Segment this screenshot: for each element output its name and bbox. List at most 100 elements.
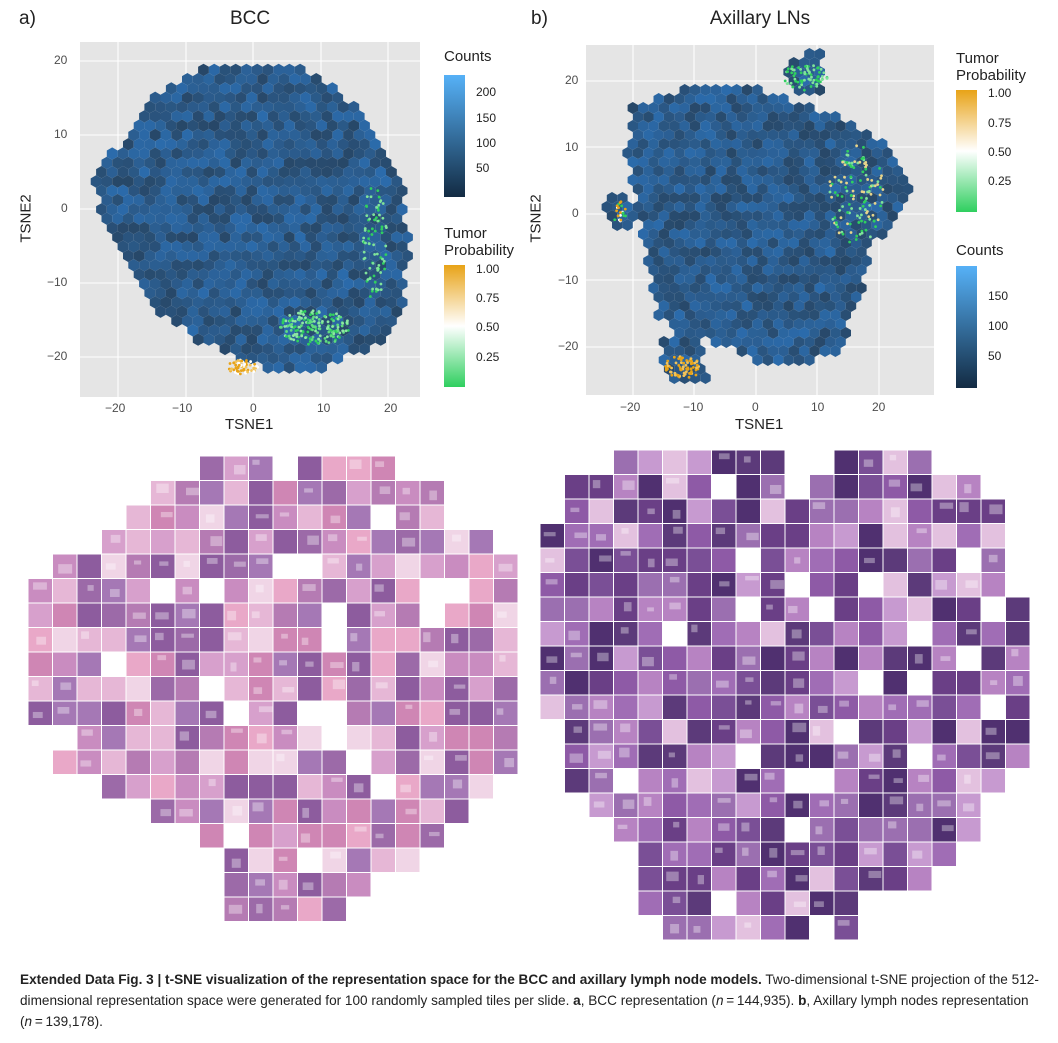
hexbin-cell — [648, 192, 659, 204]
hexbin-cell — [117, 203, 129, 216]
panel-b-x-tick: −10 — [683, 400, 704, 414]
tumor-point — [289, 337, 293, 341]
hexbin-cell — [251, 156, 263, 170]
histology-tile — [614, 450, 638, 474]
hexbin-cell — [230, 156, 242, 170]
hexbin-cell — [788, 345, 799, 357]
hexbin-cell — [700, 138, 711, 150]
hexbin-cell — [343, 110, 354, 123]
histology-tile — [736, 842, 760, 866]
tumor-point — [855, 234, 859, 238]
tile-texture — [985, 727, 997, 735]
tile-texture — [837, 920, 850, 926]
hexbin-cell — [348, 286, 360, 300]
hexbin-cell — [310, 277, 322, 290]
tumor-point — [829, 184, 833, 188]
histology-tile — [859, 744, 883, 768]
tile-texture — [256, 733, 267, 744]
histology-tile — [273, 775, 297, 799]
tumor-point — [785, 82, 789, 86]
histology-tile — [298, 579, 322, 603]
tumor-point — [297, 318, 301, 322]
histology-tile — [614, 524, 638, 548]
tile-texture — [673, 526, 683, 534]
hexbin-cell — [679, 138, 690, 150]
hexbin-cell — [117, 166, 129, 179]
tumor-point — [846, 149, 850, 153]
tumor-point — [812, 78, 816, 82]
hexbin-cell — [182, 203, 193, 216]
tile-texture — [937, 800, 951, 807]
histology-tile — [420, 505, 444, 529]
tumor-point — [245, 359, 248, 362]
tile-texture — [331, 777, 343, 782]
hexbin-cell — [284, 82, 295, 95]
tumor-point — [851, 189, 855, 193]
hexbin-cell — [208, 212, 220, 225]
histology-tile — [298, 554, 322, 578]
hexbin-cell — [289, 352, 301, 365]
bcc-tile-mosaic — [28, 456, 524, 942]
histology-tile — [273, 677, 297, 701]
tumor-point — [380, 225, 384, 229]
tile-texture — [134, 708, 143, 717]
hexbin-cell — [289, 91, 301, 104]
hexbin-cell — [830, 291, 841, 303]
hexbin-cell — [214, 296, 225, 309]
hexbin-cell — [257, 314, 268, 328]
hexbin-cell — [757, 273, 768, 285]
hexbin-cell — [679, 210, 690, 222]
tumor-point — [669, 370, 673, 374]
hexbin-cell — [830, 309, 841, 321]
histology-tile — [249, 652, 273, 676]
caption-lead: Extended Data Fig. 3 | t-SNE visualizati… — [20, 972, 762, 987]
histology-tile — [687, 671, 711, 695]
histology-tile — [1006, 646, 1030, 670]
hexbin-cell — [144, 156, 156, 170]
hexbin-cell — [219, 63, 231, 77]
hexbin-cell — [783, 138, 794, 150]
histology-tile — [298, 603, 322, 627]
hexbin-cell — [752, 210, 763, 222]
hexbin-cell — [160, 91, 172, 104]
hexbin-cell — [321, 296, 333, 309]
hexbin-cell — [165, 286, 177, 300]
tile-texture — [182, 659, 195, 670]
hexbin-cell — [332, 203, 344, 216]
tumor-point — [383, 267, 387, 271]
tumor-point — [876, 183, 880, 186]
histology-tile — [883, 867, 907, 891]
hexbin-cell — [783, 210, 794, 222]
hexbin-cell — [788, 165, 799, 177]
histology-tile — [663, 695, 687, 719]
histology-tile — [565, 671, 589, 695]
hexbin-cell — [674, 201, 685, 213]
hexbin-cell — [783, 120, 794, 132]
histology-tile — [53, 677, 77, 701]
hexbin-cell — [643, 183, 654, 195]
tumor-point — [685, 359, 689, 362]
tumor-point — [384, 244, 388, 248]
tumor-point — [803, 78, 806, 82]
panel-a-counts-legend-title: Counts — [444, 48, 492, 65]
tile-texture — [277, 465, 292, 475]
hexbin-cell — [316, 286, 327, 300]
histology-tile — [371, 824, 395, 848]
histology-tile — [175, 750, 199, 774]
hexbin-cell — [674, 273, 685, 285]
hexbin-cell — [799, 165, 810, 177]
hexbin-cell — [845, 246, 857, 258]
tumor-point — [791, 85, 795, 89]
hexbin-cell — [877, 228, 888, 240]
hexbin-cell — [310, 184, 322, 197]
hexbin-cell — [273, 193, 284, 207]
hexbin-cell — [845, 228, 857, 240]
histology-tile — [687, 720, 711, 744]
tumor-point — [249, 360, 253, 363]
hexbin-cell — [819, 273, 831, 285]
hexbin-cell — [773, 102, 784, 114]
hexbin-cell — [648, 264, 659, 276]
tumor-point — [622, 214, 626, 218]
hexbin-cell — [747, 327, 758, 339]
tumor-point — [871, 213, 875, 217]
